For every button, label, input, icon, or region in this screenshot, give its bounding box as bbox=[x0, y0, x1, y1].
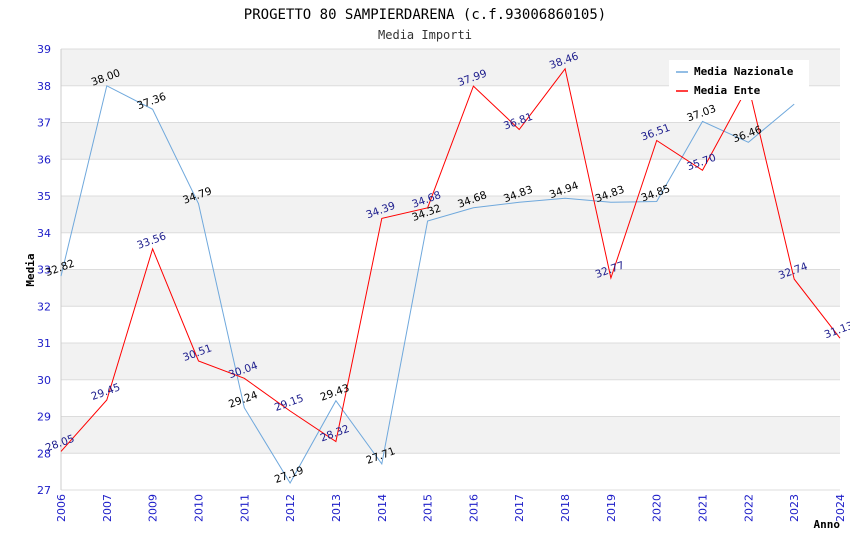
y-tick-label: 39 bbox=[37, 43, 51, 56]
background-band bbox=[61, 122, 840, 160]
background-band bbox=[61, 416, 840, 454]
x-tick-label: 2024 bbox=[834, 494, 847, 522]
x-tick-label: 2017 bbox=[513, 494, 526, 522]
x-tick-label: 2006 bbox=[55, 494, 68, 522]
x-tick-label: 2009 bbox=[147, 494, 160, 522]
legend-label-media-nazionale: Media Nazionale bbox=[694, 65, 794, 78]
x-tick-label: 2012 bbox=[284, 494, 297, 522]
x-tick-label: 2019 bbox=[605, 494, 618, 522]
background-band bbox=[61, 343, 840, 380]
data-label: 33.56 bbox=[135, 230, 168, 252]
y-tick-label: 32 bbox=[37, 300, 51, 313]
series-line-media-nazionale bbox=[60, 85, 795, 484]
y-tick-label: 29 bbox=[37, 411, 51, 424]
x-tick-label: 2018 bbox=[559, 494, 572, 522]
series-lines bbox=[60, 67, 841, 484]
y-tick-label: 38 bbox=[37, 80, 51, 93]
y-tick-label: 36 bbox=[37, 153, 51, 166]
y-tick-label: 33 bbox=[37, 264, 51, 277]
legend-box bbox=[669, 60, 809, 100]
series-line-media-ente bbox=[60, 67, 841, 452]
x-tick-label: 2020 bbox=[651, 494, 664, 522]
data-label: 29.43 bbox=[319, 382, 351, 404]
y-tick-label: 31 bbox=[37, 337, 51, 350]
y-tick-label: 37 bbox=[37, 117, 51, 130]
data-label: 31.13 bbox=[823, 320, 850, 342]
x-tick-label: 2015 bbox=[422, 494, 435, 522]
legend-label-media-ente: Media Ente bbox=[694, 84, 761, 97]
x-axis-label: Anno bbox=[814, 518, 841, 531]
y-axis-label: Media bbox=[24, 253, 37, 286]
chart-title: PROGETTO 80 SAMPIERDARENA (c.f.930068601… bbox=[244, 7, 606, 23]
x-axis-ticks: 2006 2007 2009 2010 2011 2012 2013 2014 2015 2016… bbox=[55, 494, 847, 522]
background-bands bbox=[61, 49, 840, 454]
x-tick-label: 2007 bbox=[101, 494, 114, 522]
y-axis-ticks: 27 28 29 30 31 32 33 34 35 36 37 38 39 bbox=[37, 43, 51, 497]
background-band bbox=[61, 269, 840, 307]
y-tick-label: 34 bbox=[37, 227, 51, 240]
y-tick-label: 27 bbox=[37, 484, 51, 497]
data-label: 29.45 bbox=[90, 381, 122, 403]
chart-subtitle: Media Importi bbox=[378, 28, 472, 42]
data-label: 37.03 bbox=[685, 103, 717, 125]
data-label: 29.24 bbox=[227, 389, 260, 411]
y-tick-label: 28 bbox=[37, 447, 51, 460]
x-tick-label: 2010 bbox=[192, 494, 205, 522]
x-tick-label: 2021 bbox=[697, 494, 710, 522]
y-tick-label: 35 bbox=[37, 190, 51, 203]
x-tick-label: 2022 bbox=[742, 494, 755, 522]
x-tick-label: 2014 bbox=[376, 494, 389, 522]
x-tick-label: 2013 bbox=[330, 494, 343, 522]
data-label: 27.19 bbox=[273, 464, 305, 486]
x-tick-label: 2023 bbox=[788, 494, 801, 522]
y-tick-label: 30 bbox=[37, 374, 51, 387]
x-tick-label: 2011 bbox=[238, 494, 251, 522]
x-tick-label: 2016 bbox=[467, 494, 480, 522]
legend: Media Nazionale Media Ente bbox=[669, 60, 809, 100]
